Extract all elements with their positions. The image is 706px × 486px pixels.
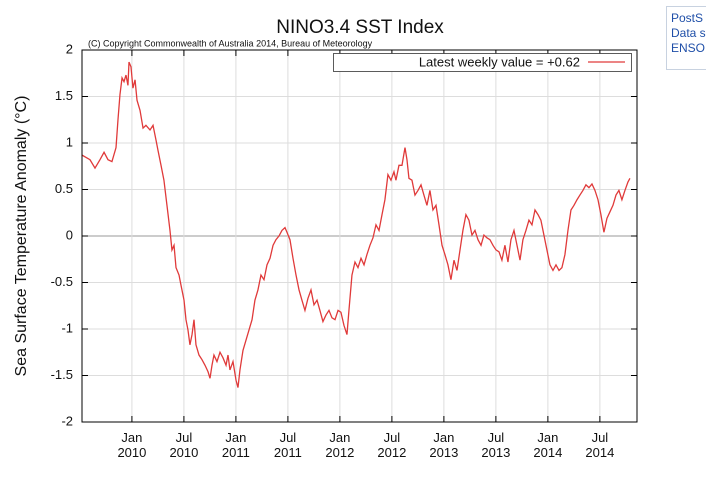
y-axis-label: Sea Surface Temperature Anomaly (°C)	[13, 96, 30, 377]
legend: Latest weekly value = +0.62	[333, 53, 632, 72]
x-tick-label: Jul 2010	[169, 430, 198, 460]
sidebar-link[interactable]: PostS	[671, 11, 703, 25]
y-tick-label: -2	[61, 413, 73, 428]
ticks: -2 -1.5 -1 -0.5 0 0.5 1 1.5 2 Jan 2010 Jul 2010 Jan 20…	[51, 41, 637, 460]
x-tick-label: Jul 2013	[481, 430, 510, 460]
sidebar-link[interactable]: ENSO	[671, 41, 705, 55]
x-tick-label: Jan 2014	[533, 430, 562, 460]
x-tick-label: Jan 2013	[429, 430, 458, 460]
sidebar-link[interactable]: Data s	[671, 26, 706, 40]
legend-label: Latest weekly value = +0.62	[419, 54, 580, 69]
x-tick-label: Jul 2014	[585, 430, 614, 460]
sidebar: PostS Data s ENSO	[671, 11, 706, 55]
x-tick-label: Jul 2012	[377, 430, 406, 460]
chart-title: NINO3.4 SST Index	[276, 17, 444, 38]
plot-area	[82, 61, 631, 388]
y-tick-label: -1.5	[51, 367, 73, 382]
grid	[82, 49, 637, 423]
legend-box	[333, 53, 632, 72]
y-tick-label: 1	[66, 134, 73, 149]
subtitle: (C) Copyright Commonwealth of Australia …	[88, 38, 373, 48]
y-tick-label: -0.5	[51, 274, 73, 289]
y-tick-label: 0.5	[55, 181, 73, 196]
series-line	[82, 61, 631, 388]
y-tick-label: 2	[66, 41, 73, 56]
x-tick-label: Jul 2011	[274, 430, 302, 460]
x-tick-label: Jan 2010	[117, 430, 146, 460]
y-tick-label: -1	[61, 320, 73, 335]
x-tick-label: Jan 2011	[222, 430, 250, 460]
y-tick-label: 0	[66, 227, 73, 242]
sidebar-box	[666, 6, 706, 70]
x-tick-label: Jan 2012	[325, 430, 354, 460]
y-tick-label: 1.5	[55, 88, 73, 103]
